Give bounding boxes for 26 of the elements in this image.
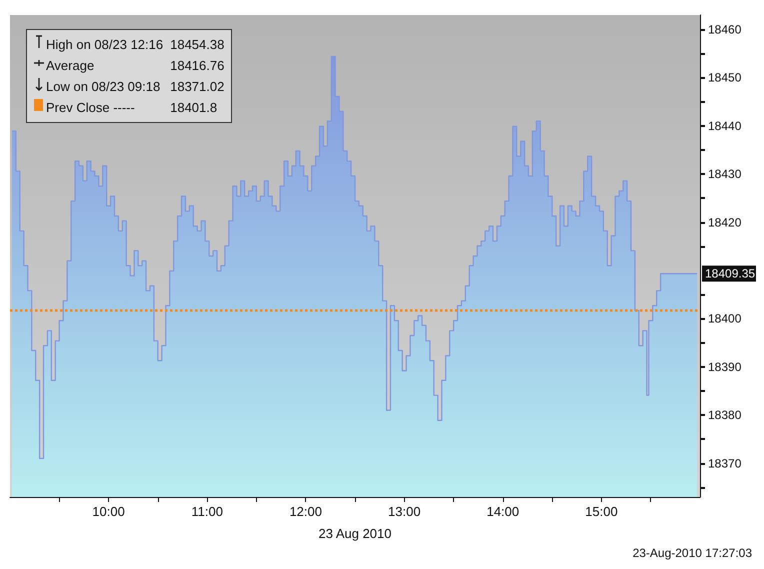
y-tick-label: 18420 — [708, 215, 742, 230]
annotation: Average — [45, 57, 96, 75]
legend-label: Prev Close ----- — [45, 99, 136, 117]
annotation: Low on 08/23 09:18 — [45, 78, 162, 96]
x-tick-label: 12:00 — [289, 504, 322, 519]
x-tick-label: 13:00 — [388, 504, 421, 519]
y-tick-label: 18430 — [708, 167, 742, 182]
y-tick-label: 18460 — [708, 22, 742, 36]
annotation: High on 08/23 12:16 — [45, 36, 164, 54]
text: 18409.35 — [705, 266, 756, 281]
x-tick-label: 11:00 — [191, 504, 223, 519]
y-tick-label: 18380 — [708, 408, 742, 422]
annotation: 18371.02 — [169, 78, 226, 96]
text: 23-Aug-2010 17:27:03 — [632, 546, 752, 560]
x-tick-label: 14:00 — [486, 504, 520, 519]
y-tick-label: 18450 — [708, 70, 742, 85]
annotation: 18416.76 — [169, 56, 226, 74]
x-tick-label: 15:00 — [585, 504, 618, 519]
y-tick-label: 18390 — [708, 360, 742, 374]
x-tick-label: 10:00 — [92, 504, 125, 519]
y-tick-label: 18400 — [708, 312, 742, 326]
annotation: 18401.8 — [169, 98, 218, 116]
y-tick-label: 18370 — [708, 456, 742, 470]
x-axis-title: 23 Aug 2010 — [318, 526, 392, 541]
y-tick-label: 18440 — [708, 118, 742, 133]
annotation: 18454.38 — [169, 36, 226, 54]
